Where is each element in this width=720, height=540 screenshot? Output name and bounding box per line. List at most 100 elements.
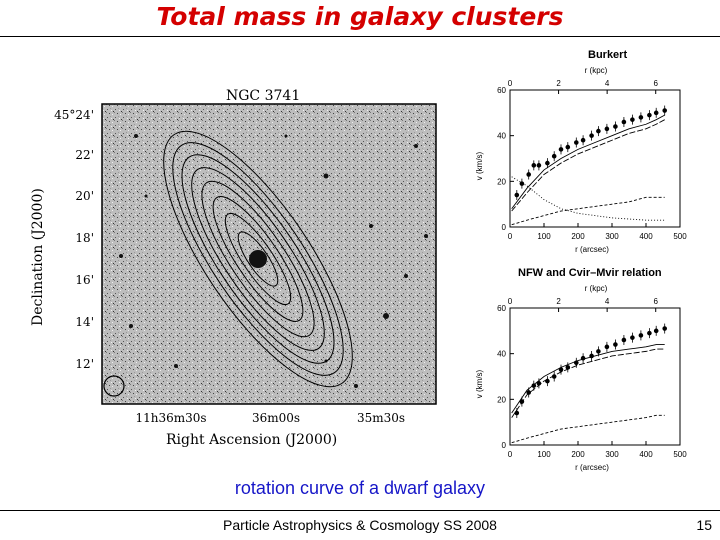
ra-tick: 11h36m30s (135, 411, 206, 425)
model-halo-curve (511, 119, 665, 212)
x-tick-label: 400 (639, 450, 653, 459)
data-point (638, 333, 644, 338)
data-point (545, 378, 550, 384)
x-tick-label: 200 (571, 450, 585, 459)
dec-tick: 18' (75, 231, 94, 245)
model-gas-curve (511, 196, 665, 226)
data-point (558, 367, 564, 372)
data-point (662, 108, 667, 113)
data-point (589, 133, 594, 138)
data-point (545, 160, 550, 166)
model-total-curve (511, 344, 665, 414)
dec-tick: 14' (75, 315, 94, 329)
hi-contour-map: NGC 3741 Declination (J2000) Right Ascen… (30, 88, 437, 448)
y-tick-label: 60 (497, 86, 506, 95)
title-divider (0, 36, 720, 37)
data-point (580, 137, 586, 143)
data-point (596, 349, 601, 354)
data-point (638, 115, 644, 120)
top-axis-label: r (kpc) (585, 284, 608, 293)
data-point (604, 126, 610, 132)
y-tick-label: 40 (497, 350, 506, 359)
data-point (531, 383, 537, 388)
x-tick-label: 0 (508, 450, 513, 459)
model-disk-curve (511, 176, 665, 221)
data-point (653, 328, 659, 334)
top-tick-label: 4 (605, 297, 610, 306)
data-point (531, 163, 537, 168)
map-ylabel: Declination (J2000) (30, 188, 46, 326)
sky-image (101, 103, 437, 405)
top-tick-label: 6 (653, 79, 658, 88)
ra-tick-labels: 11h36m30s 36m00s 35m30s (135, 411, 405, 425)
page-number: 15 (696, 517, 712, 533)
dec-tick: 16' (75, 273, 94, 287)
y-tick-label: 40 (497, 132, 506, 141)
burkert-rotation-chart: Burkert r (kpc) r (arcsec) v (km/s) 0 100… (475, 49, 687, 254)
data-point (565, 365, 571, 370)
data-point (536, 381, 542, 386)
data-point (514, 410, 520, 416)
x-tick-label: 500 (673, 232, 687, 241)
data-point (551, 374, 557, 379)
x-tick-label: 400 (639, 232, 653, 241)
y-tick-label: 20 (497, 395, 506, 404)
y-axis-label: v (km/s) (475, 369, 484, 398)
x-tick-label: 200 (571, 232, 585, 241)
beam-ellipse (103, 375, 125, 397)
top-tick-label: 0 (508, 297, 513, 306)
model-halo-curve (511, 348, 665, 418)
y-tick-label: 60 (497, 304, 506, 313)
x-tick-label: 100 (537, 232, 551, 241)
chart-title: Burkert (588, 49, 627, 61)
y-tick-label: 0 (502, 441, 507, 450)
x-tick-label: 500 (673, 450, 687, 459)
galaxy-core (249, 250, 267, 268)
dec-tick: 12' (75, 357, 94, 371)
x-tick-label: 300 (605, 232, 619, 241)
data-point (662, 326, 667, 331)
top-tick-label: 0 (508, 79, 513, 88)
data-point (630, 117, 635, 122)
dec-tick-labels: 45°24' 22' 20' 18' 16' 14' 12' (54, 108, 94, 371)
x-tick-label: 100 (537, 450, 551, 459)
x-axis-label: r (arcsec) (575, 463, 609, 472)
plot-frame (509, 89, 681, 228)
data-point (589, 353, 594, 359)
footer-text: Particle Astrophysics & Cosmology SS 200… (223, 517, 497, 533)
ra-tick: 35m30s (357, 411, 405, 425)
slide-title: Total mass in galaxy clusters (156, 2, 564, 31)
nfw-rotation-chart: NFW and Cvir–Mvir relation r (kpc) r (ar… (475, 267, 687, 472)
data-point (514, 192, 520, 198)
data-point (565, 144, 571, 150)
data-point (613, 342, 618, 347)
plot-frame (509, 307, 681, 446)
data-point (647, 112, 652, 118)
y-tick-label: 20 (497, 177, 506, 186)
data-point (536, 163, 542, 168)
top-tick-label: 6 (653, 297, 658, 306)
y-tick-label: 0 (502, 223, 507, 232)
ra-tick: 36m00s (252, 411, 300, 425)
dec-tick: 22' (75, 148, 94, 162)
model-gas-curve (511, 414, 665, 444)
data-point (621, 337, 627, 343)
top-tick-label: 4 (605, 79, 610, 88)
data-point (653, 110, 659, 116)
data-point (621, 119, 627, 125)
x-axis-label: r (arcsec) (575, 245, 609, 254)
data-point (604, 344, 610, 350)
data-point (647, 330, 652, 336)
data-point (613, 124, 618, 129)
top-tick-label: 2 (556, 297, 561, 306)
top-tick-label: 2 (556, 79, 561, 88)
data-point (551, 153, 557, 159)
data-point (574, 140, 579, 145)
data-point (630, 335, 635, 340)
data-point (519, 399, 525, 404)
dec-tick: 45°24' (54, 108, 94, 122)
x-tick-label: 0 (508, 232, 513, 241)
data-point (574, 360, 579, 366)
data-point (558, 147, 564, 152)
object-label: NGC 3741 (226, 88, 300, 104)
